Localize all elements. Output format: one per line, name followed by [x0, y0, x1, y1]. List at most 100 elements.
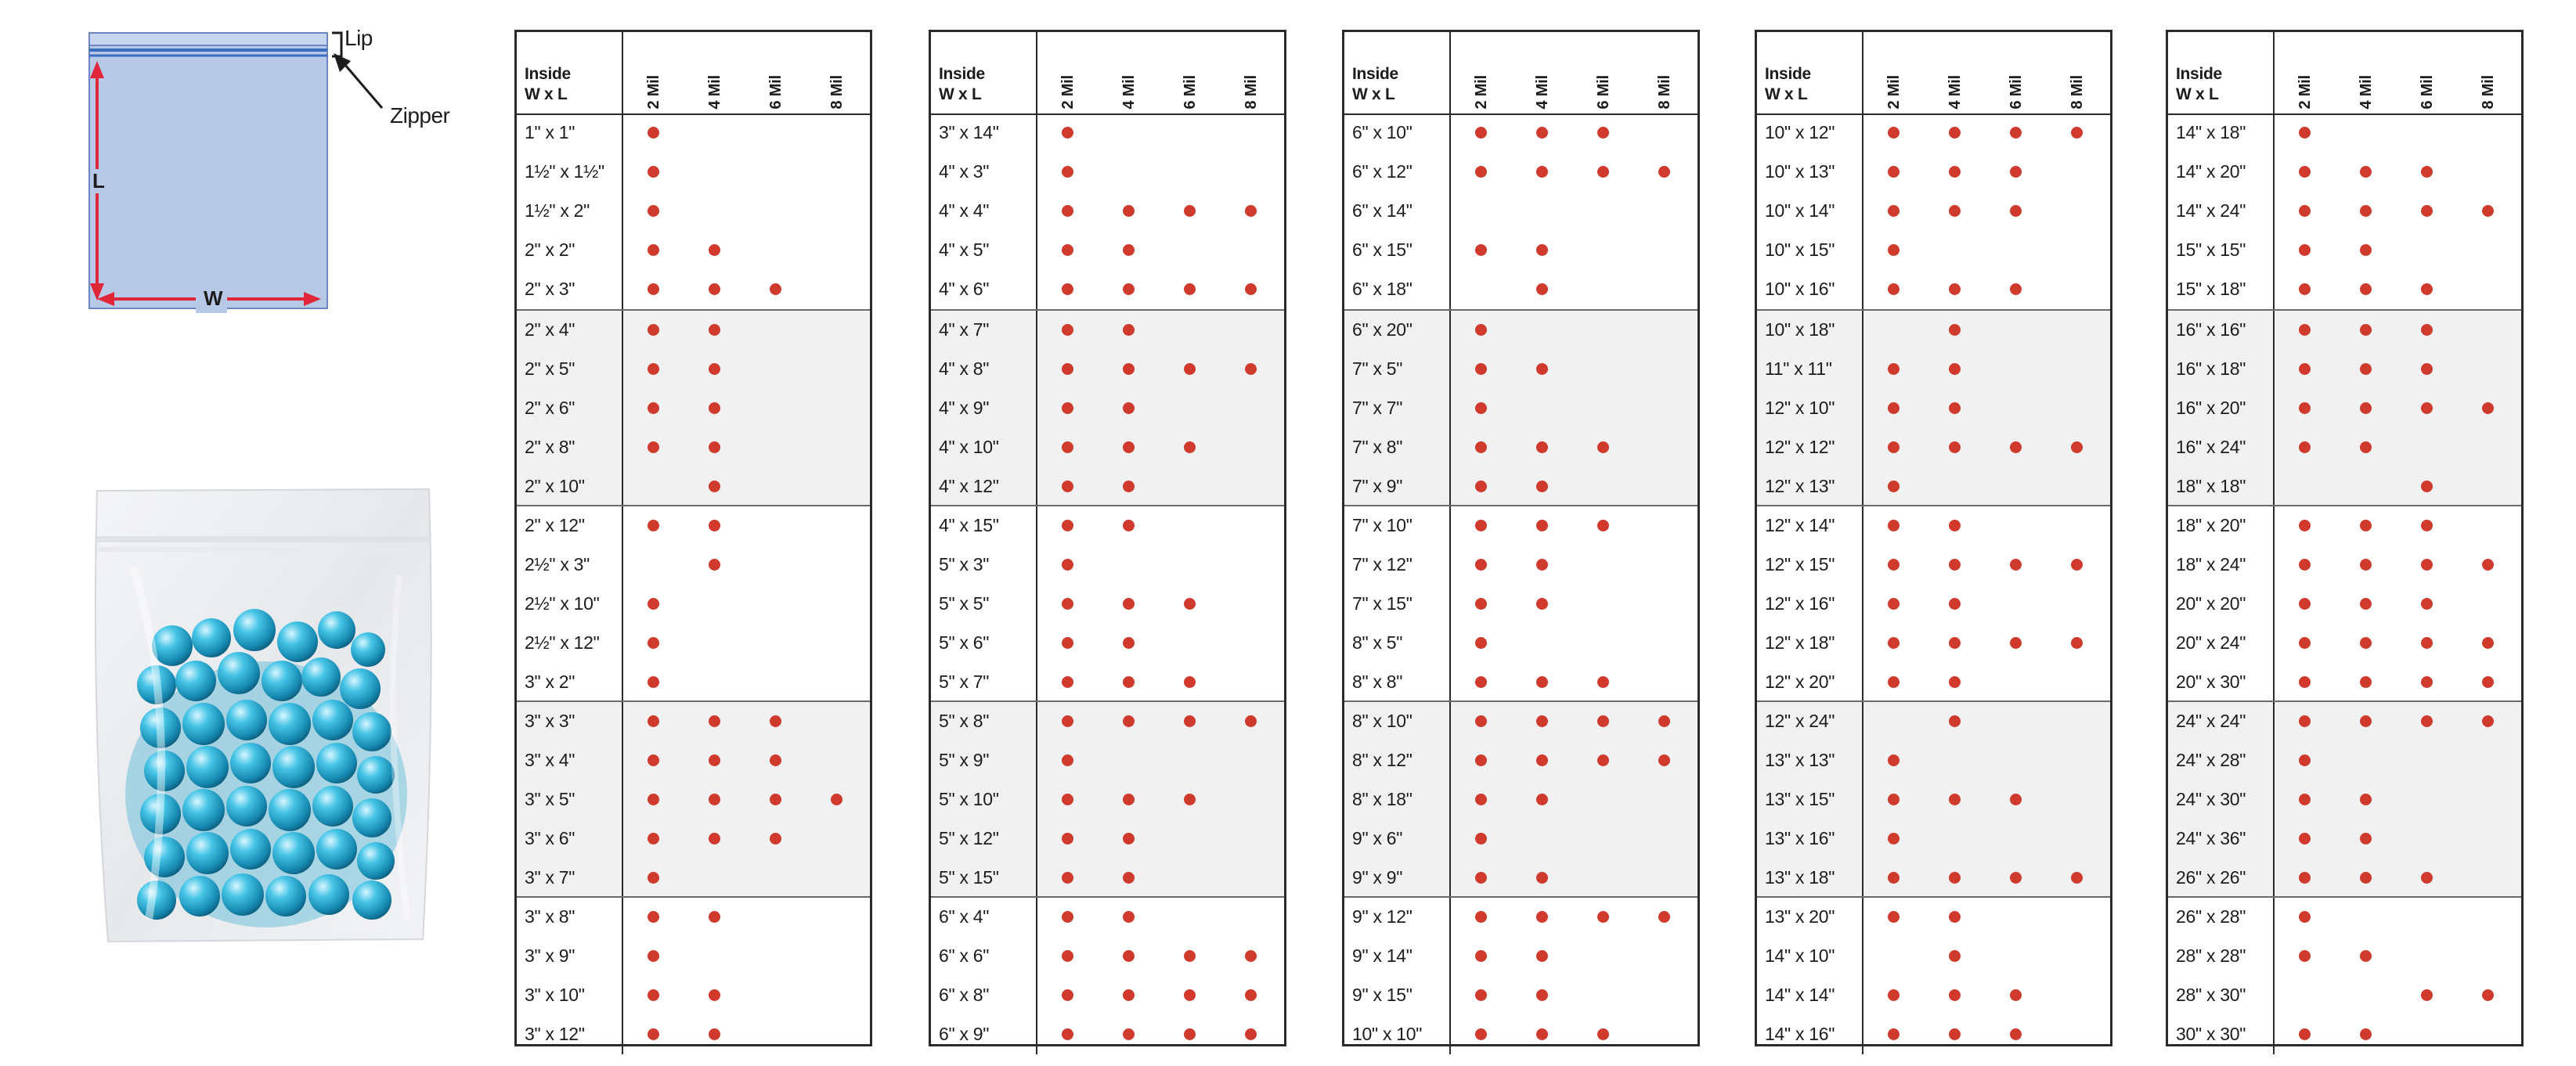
- table-row: 7" x 9": [1344, 467, 1697, 506]
- mil-column-label: 8 Mil: [2480, 74, 2497, 109]
- bag-size-label: 3" x 10": [525, 985, 585, 1005]
- bag-size-label: 13" x 16": [1765, 828, 1835, 848]
- availability-dot: [1062, 481, 1073, 492]
- availability-dot: [648, 402, 659, 414]
- table-row: 2" x 12": [517, 506, 870, 546]
- availability-dot: [1062, 244, 1073, 256]
- table-row: 12" x 16": [1757, 585, 2110, 624]
- header-wxl-label: W x L: [1765, 85, 1808, 103]
- table-row: 4" x 10": [931, 428, 1284, 467]
- table-row: 18" x 24": [2168, 546, 2521, 585]
- header-wxl-label: W x L: [525, 85, 568, 103]
- table-row: 6" x 12": [1344, 153, 1697, 192]
- bag-size-label: 3" x 6": [525, 828, 575, 848]
- availability-dot: [648, 283, 659, 295]
- availability-dot: [1536, 598, 1548, 610]
- table-row: 12" x 18": [1757, 624, 2110, 663]
- availability-dot: [2360, 363, 2372, 375]
- availability-dot: [1062, 833, 1073, 845]
- availability-dot: [2360, 559, 2372, 571]
- bag-size-label: 4" x 10": [939, 437, 999, 457]
- product-photo: [86, 481, 446, 951]
- table-row: 4" x 12": [931, 467, 1284, 506]
- availability-dot: [1475, 244, 1487, 256]
- availability-dot: [1475, 989, 1487, 1001]
- availability-dot: [1062, 872, 1073, 884]
- table-row: 2" x 6": [517, 389, 870, 428]
- availability-dot: [1597, 911, 1609, 923]
- availability-dot: [648, 205, 659, 217]
- width-label-bg: [196, 285, 227, 313]
- table-row: 5" x 6": [931, 624, 1284, 663]
- availability-dot: [2010, 166, 2022, 178]
- bag-size-label: 5" x 7": [939, 672, 990, 692]
- availability-dot: [1658, 911, 1670, 923]
- table-row: 6" x 18": [1344, 270, 1697, 309]
- column-divider: [1449, 702, 1451, 898]
- bag-size-label: 3" x 2": [525, 672, 575, 692]
- row-group: 6" x 10" 6" x 12" 6" x 14" 6" x 15" 6" x 18": [1344, 113, 1697, 309]
- bag-size-label: 5" x 9": [939, 750, 990, 770]
- column-divider: [2273, 898, 2275, 1054]
- table-row: 3" x 14": [931, 113, 1284, 153]
- availability-dot: [709, 363, 720, 375]
- mil-column-header: 4 Mil: [1512, 32, 1573, 113]
- availability-dot: [770, 754, 781, 766]
- bag-size-label: 6" x 6": [939, 945, 990, 966]
- availability-dot: [1062, 794, 1073, 805]
- column-divider: [1036, 506, 1037, 702]
- mil-column-header: 2 Mil: [1863, 32, 1925, 113]
- row-group: 8" x 10" 8" x 12" 8" x 18" 9" x 6" 9" x 9": [1344, 700, 1697, 898]
- table-row: 4" x 9": [931, 389, 1284, 428]
- availability-dot: [2360, 283, 2372, 295]
- mil-column-label: 2 Mil: [1885, 74, 1903, 109]
- availability-dot: [2071, 441, 2083, 453]
- bag-size-label: 5" x 10": [939, 789, 999, 809]
- availability-dot: [1475, 166, 1487, 178]
- length-label: L: [91, 169, 106, 193]
- table-row: 10" x 14": [1757, 192, 2110, 231]
- availability-dot: [1123, 794, 1135, 805]
- bag-size-label: 4" x 12": [939, 476, 999, 496]
- availability-dot: [1062, 205, 1073, 217]
- availability-dot: [1184, 676, 1196, 688]
- availability-dot: [1475, 911, 1487, 923]
- bag-size-label: 20" x 30": [2176, 672, 2246, 692]
- mil-column-header: 6 Mil: [2397, 32, 2458, 113]
- bag-dimension-diagram: Lip Zipper L W: [47, 16, 485, 321]
- bag-size-label: 7" x 12": [1352, 554, 1412, 574]
- availability-dot: [1888, 205, 1900, 217]
- table-row: 9" x 14": [1344, 937, 1697, 976]
- availability-dot: [1475, 402, 1487, 414]
- mil-column-label: 6 Mil: [2008, 74, 2025, 109]
- availability-dot: [1949, 127, 1961, 139]
- table-row: 4" x 7": [931, 311, 1284, 350]
- availability-dot: [1062, 598, 1073, 610]
- availability-dot: [1949, 950, 1961, 962]
- availability-dot: [2299, 833, 2311, 845]
- availability-dot: [648, 637, 659, 649]
- table-row: 14" x 24": [2168, 192, 2521, 231]
- availability-dot: [2010, 637, 2022, 649]
- bag-size-label: 12" x 18": [1765, 632, 1835, 653]
- availability-dot: [2299, 1028, 2311, 1040]
- bag-size-label: 2½" x 10": [525, 593, 600, 614]
- availability-dot: [1184, 598, 1196, 610]
- table-row: 5" x 7": [931, 663, 1284, 702]
- bag-size-label: 24" x 30": [2176, 789, 2246, 809]
- table-row: 24" x 30": [2168, 780, 2521, 819]
- row-group: 12" x 24" 13" x 13" 13" x 15" 13" x 16" 13" …: [1757, 700, 2110, 898]
- header-inside-label: Inside: [2176, 65, 2222, 83]
- mil-column-label: 8 Mil: [1656, 74, 1673, 109]
- availability-dot: [2299, 559, 2311, 571]
- table-row: 6" x 6": [931, 937, 1284, 976]
- availability-dot: [1123, 481, 1135, 492]
- availability-dot: [1123, 324, 1135, 336]
- availability-dot: [1536, 244, 1548, 256]
- column-divider: [1862, 898, 1863, 1054]
- table-row: 6" x 10": [1344, 113, 1697, 153]
- row-group: 5" x 8" 5" x 9" 5" x 10" 5" x 12" 5" x 15": [931, 700, 1284, 898]
- availability-dot: [2010, 283, 2022, 295]
- bag-size-label: 2" x 3": [525, 279, 575, 299]
- column-divider: [1036, 311, 1037, 506]
